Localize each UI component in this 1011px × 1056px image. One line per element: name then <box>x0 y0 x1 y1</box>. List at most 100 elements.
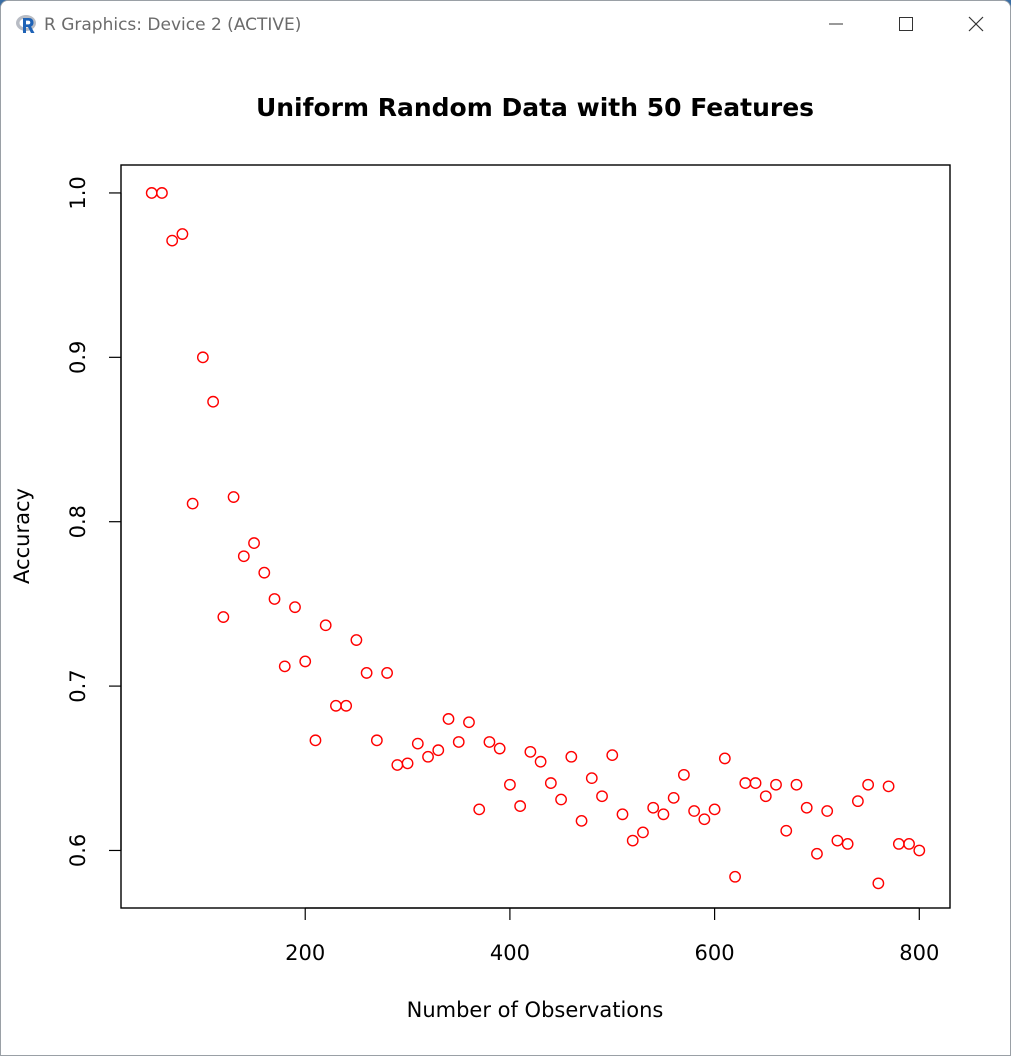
data-point <box>524 745 537 758</box>
r-logo-icon <box>16 15 36 33</box>
data-point <box>851 795 864 808</box>
y-tick-label: 0.8 <box>66 505 90 538</box>
data-point <box>432 744 445 757</box>
minimize-button[interactable] <box>801 1 871 47</box>
data-point <box>309 734 322 747</box>
data-point <box>227 491 240 503</box>
data-point <box>493 742 506 755</box>
data-point <box>217 611 230 623</box>
y-tick-label: 1.0 <box>66 176 90 209</box>
data-points <box>145 187 926 890</box>
data-point <box>483 736 496 748</box>
window-title: R Graphics: Device 2 (ACTIVE) <box>44 15 302 35</box>
data-point <box>166 234 179 247</box>
data-point <box>780 824 793 837</box>
y-axis: 0.6 0.7 0.8 0.9 1.0 <box>66 176 122 867</box>
y-axis-label: Accuracy <box>10 488 34 584</box>
data-point <box>289 601 301 614</box>
data-point <box>278 660 291 673</box>
data-point <box>463 716 475 729</box>
data-point <box>340 699 353 712</box>
data-point <box>882 780 895 793</box>
data-point <box>729 870 741 883</box>
data-point <box>657 808 670 821</box>
data-point <box>678 768 690 781</box>
data-point <box>647 801 660 814</box>
x-tick-label: 400 <box>490 941 530 965</box>
x-tick-label: 600 <box>695 941 735 965</box>
data-point <box>903 837 915 850</box>
data-point <box>176 228 189 240</box>
close-button[interactable] <box>941 1 1010 47</box>
data-point <box>504 778 516 791</box>
data-point <box>718 752 731 765</box>
data-point <box>667 791 680 804</box>
data-point <box>800 801 813 814</box>
data-point <box>698 813 711 826</box>
data-point <box>258 566 271 579</box>
data-point <box>207 395 220 408</box>
close-icon <box>968 16 984 32</box>
data-point <box>196 351 209 364</box>
data-point <box>391 759 404 771</box>
data-point <box>360 667 373 679</box>
data-point <box>555 793 567 806</box>
data-point <box>248 537 260 549</box>
data-point <box>739 777 752 789</box>
data-point <box>811 847 823 860</box>
data-point <box>156 187 168 199</box>
data-point <box>237 550 250 563</box>
data-point <box>186 497 199 510</box>
data-point <box>759 790 772 803</box>
maximize-button[interactable] <box>871 1 941 47</box>
data-point <box>452 736 465 748</box>
data-point <box>411 737 424 750</box>
data-point <box>872 877 885 890</box>
data-point <box>145 187 158 199</box>
data-point <box>473 803 486 816</box>
data-point <box>330 699 342 712</box>
x-tick-label: 200 <box>285 941 325 965</box>
data-point <box>626 834 639 847</box>
maximize-icon <box>899 17 913 31</box>
data-point <box>841 837 854 850</box>
x-axis: 200 400 600 800 <box>285 907 939 965</box>
data-point <box>585 772 598 785</box>
data-point <box>422 750 434 763</box>
x-axis-label: Number of Observations <box>407 998 664 1022</box>
data-point <box>821 805 834 817</box>
y-tick-label: 0.7 <box>66 669 90 702</box>
minimize-icon <box>829 23 843 25</box>
data-point <box>637 826 649 839</box>
data-point <box>708 803 721 816</box>
data-point <box>862 778 875 791</box>
x-tick-label: 800 <box>899 941 939 965</box>
data-point <box>790 778 803 791</box>
data-point <box>749 777 762 789</box>
y-tick-label: 0.6 <box>66 834 90 867</box>
data-point <box>534 755 547 768</box>
title-bar[interactable]: R Graphics: Device 2 (ACTIVE) <box>1 1 1010 47</box>
data-point <box>596 790 608 803</box>
data-point <box>299 655 312 668</box>
data-point <box>442 713 455 725</box>
data-point <box>319 619 332 632</box>
data-point <box>616 808 629 821</box>
plot-area: Uniform Random Data with 50 Features 200… <box>1 47 1010 1055</box>
data-point <box>514 800 527 812</box>
data-point <box>544 777 557 789</box>
data-point <box>575 814 588 827</box>
scatter-chart: Uniform Random Data with 50 Features 200… <box>10 93 951 1022</box>
data-point <box>606 749 619 762</box>
plot-frame <box>120 164 951 909</box>
data-point <box>350 634 363 646</box>
data-point <box>913 844 926 857</box>
data-point <box>370 734 383 747</box>
data-point <box>401 757 414 770</box>
data-point <box>565 750 578 763</box>
data-point <box>892 837 905 850</box>
y-tick-label: 0.9 <box>66 341 90 374</box>
data-point <box>381 667 393 679</box>
data-point <box>268 593 281 605</box>
